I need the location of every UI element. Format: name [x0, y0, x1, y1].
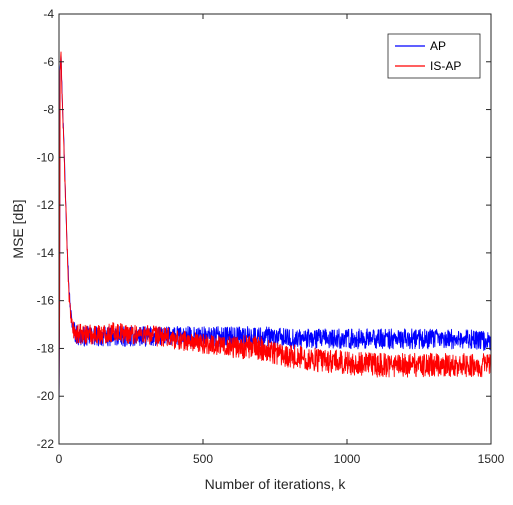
- series-layer: [58, 51, 492, 411]
- legend-label-is-ap: IS-AP: [430, 59, 461, 73]
- y-tick-label: -8: [43, 103, 54, 117]
- legend-box: [387, 33, 481, 79]
- x-ticks: 0 500 1000 1500: [56, 14, 505, 466]
- legend: AP IS-AP: [387, 33, 481, 79]
- x-tick-label: 0: [56, 452, 63, 466]
- y-tick-label: -12: [37, 198, 55, 212]
- y-axis-label: MSE [dB]: [10, 199, 26, 258]
- series-line-is-ap: [58, 51, 492, 406]
- legend-label-ap: AP: [430, 39, 446, 53]
- y-tick-label: -22: [37, 437, 55, 451]
- y-tick-label: -18: [37, 341, 55, 355]
- x-axis-label: Number of iterations, k: [205, 476, 347, 492]
- y-tick-label: -20: [37, 389, 55, 403]
- y-tick-label: -10: [37, 150, 55, 164]
- y-tick-label: -6: [43, 55, 54, 69]
- y-tick-label: -16: [37, 294, 55, 308]
- plot-area-background: [59, 14, 491, 444]
- x-tick-label: 1000: [334, 452, 361, 466]
- plot-area-frame: [58, 13, 492, 445]
- y-tick-label: -14: [37, 246, 55, 260]
- x-tick-label: 500: [193, 452, 213, 466]
- y-ticks: -22 -20 -18 -16 -14 -12 -10 -8 -6 -4: [37, 7, 491, 451]
- y-tick-label: -4: [43, 7, 54, 21]
- x-tick-label: 1500: [478, 452, 505, 466]
